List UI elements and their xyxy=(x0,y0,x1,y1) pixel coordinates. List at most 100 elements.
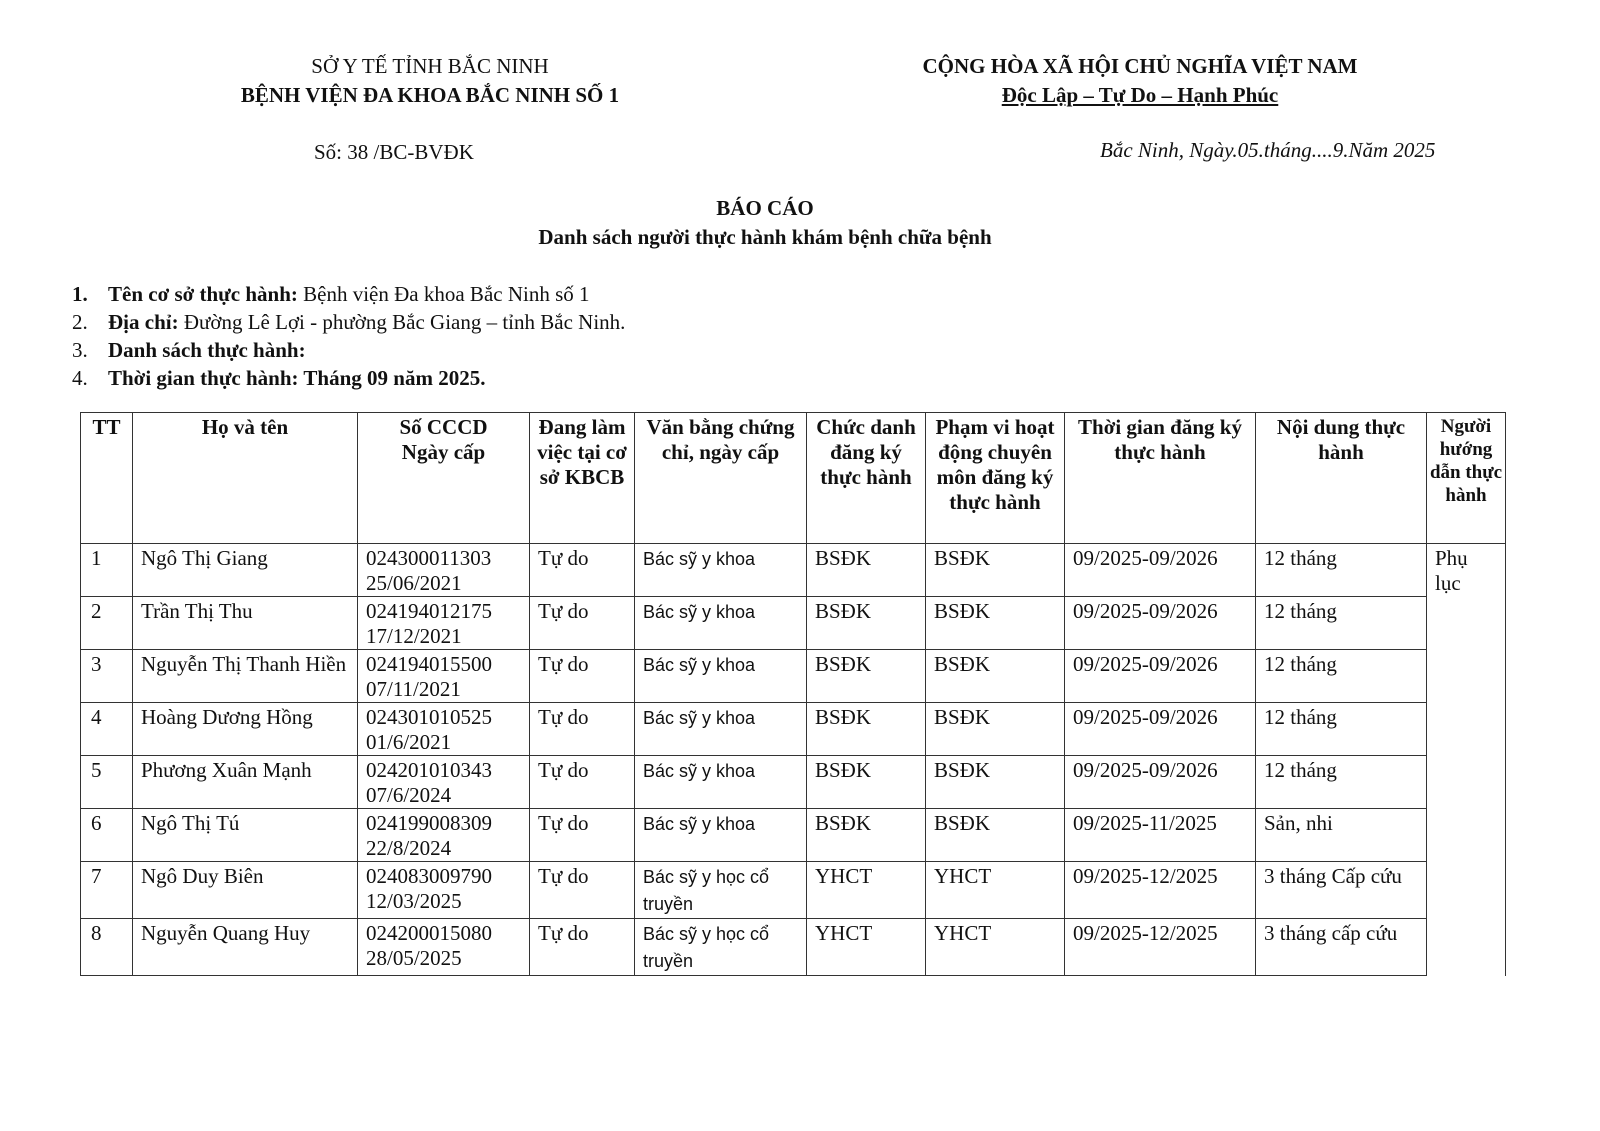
item-value: Đường Lê Lợi - phường Bắc Giang – tỉnh B… xyxy=(178,310,626,334)
table-cell: BSĐK xyxy=(806,596,926,650)
table-cell: BSĐK xyxy=(806,808,926,862)
info-item: 2. Địa chỉ: Đường Lê Lợi - phường Bắc Gia… xyxy=(72,308,625,336)
column-header: Người hướng dẫn thực hành xyxy=(1426,412,1506,544)
table-cell: Nguyễn Quang Huy xyxy=(132,918,358,976)
item-number: 1. xyxy=(72,282,88,306)
table-cell: Bác sỹ y khoa xyxy=(634,543,807,597)
table-cell: 12 tháng xyxy=(1255,543,1427,597)
table-cell: 09/2025-11/2025 xyxy=(1064,808,1256,862)
table-cell: 1 xyxy=(80,543,133,597)
item-number: 2. xyxy=(72,310,88,334)
table-row: 8 Nguyễn Quang Huy 024200015080 28/05/2025… xyxy=(80,918,1506,976)
report-subtitle: Danh sách người thực hành khám bệnh chữa… xyxy=(538,225,992,249)
column-header: Thời gian đăng ký thực hành xyxy=(1064,412,1256,544)
department-name: SỞ Y TẾ TỈNH BẮC NINH xyxy=(311,54,549,78)
table-cell: Bác sỹ y khoa xyxy=(634,649,807,703)
column-header: Số CCCD Ngày cấp xyxy=(357,412,530,544)
table-cell: 12 tháng xyxy=(1255,649,1427,703)
info-item: 4. Thời gian thực hành: Tháng 09 năm 2025… xyxy=(72,364,625,392)
column-header: Phạm vi hoạt động chuyên môn đăng ký thự… xyxy=(925,412,1065,544)
table-cell: 024301010525 01/6/2021 xyxy=(357,702,530,756)
table-cell: Bác sỹ y khoa xyxy=(634,755,807,809)
info-item: 1. Tên cơ sở thực hành: Bệnh viện Đa khoa… xyxy=(72,280,625,308)
table-cell: BSĐK xyxy=(806,649,926,703)
country-name: CỘNG HÒA XÃ HỘI CHỦ NGHĨA VIỆT NAM xyxy=(922,54,1358,78)
table-cell: 12 tháng xyxy=(1255,702,1427,756)
table-cell: Tự do xyxy=(529,702,635,756)
table-cell: Bác sỹ y học cổ truyền xyxy=(634,918,807,976)
column-header: Chức danh đăng ký thực hành xyxy=(806,412,926,544)
table-cell: 09/2025-09/2026 xyxy=(1064,596,1256,650)
table-cell: Tự do xyxy=(529,543,635,597)
table-cell: Tự do xyxy=(529,918,635,976)
info-list: 1. Tên cơ sở thực hành: Bệnh viện Đa khoa… xyxy=(72,280,625,392)
table-cell: BSĐK xyxy=(925,808,1065,862)
column-header: Đang làm việc tại cơ sở KBCB xyxy=(529,412,635,544)
table-cell: 2 xyxy=(80,596,133,650)
table-cell: YHCT xyxy=(925,861,1065,919)
table-cell: 09/2025-09/2026 xyxy=(1064,755,1256,809)
item-label: Địa chỉ: xyxy=(108,310,179,334)
document-date: Bắc Ninh, Ngày.05.tháng....9.Năm 2025 xyxy=(1100,138,1436,162)
table-cell: 09/2025-09/2026 xyxy=(1064,649,1256,703)
table-cell: Hoàng Dương Hồng xyxy=(132,702,358,756)
table-cell: 09/2025-09/2026 xyxy=(1064,543,1256,597)
column-header: TT xyxy=(80,412,133,544)
table-cell: YHCT xyxy=(806,918,926,976)
table-cell: 024194012175 17/12/2021 xyxy=(357,596,530,650)
table-cell: Bác sỹ y học cổ truyền xyxy=(634,861,807,919)
table-cell: BSĐK xyxy=(925,649,1065,703)
document-number: Số: 38 /BC-BVĐK xyxy=(314,140,474,164)
table-row: 3 Nguyễn Thị Thanh Hiền 024194015500 07/11… xyxy=(80,649,1506,703)
table-cell: Nguyễn Thị Thanh Hiền xyxy=(132,649,358,703)
table-cell: 09/2025-12/2025 xyxy=(1064,918,1256,976)
table-row: 4 Hoàng Dương Hồng 024301010525 01/6/2021 T… xyxy=(80,702,1506,756)
item-value: Bệnh viện Đa khoa Bắc Ninh số 1 xyxy=(297,282,590,306)
info-item: 3. Danh sách thực hành: xyxy=(72,336,625,364)
table-cell: Tự do xyxy=(529,596,635,650)
table-row: 6 Ngô Thị Tú 024199008309 22/8/2024 Tự do Bá… xyxy=(80,808,1506,862)
table-cell: BSĐK xyxy=(925,755,1065,809)
table-cell: YHCT xyxy=(925,918,1065,976)
table-cell: Bác sỹ y khoa xyxy=(634,808,807,862)
table-cell: BSĐK xyxy=(925,596,1065,650)
table-cell: Ngô Thị Giang xyxy=(132,543,358,597)
table-cell: 024300011303 25/06/2021 xyxy=(357,543,530,597)
column-header: Nội dung thực hành xyxy=(1255,412,1427,544)
item-label: Thời gian thực hành: Tháng 09 năm 2025. xyxy=(108,366,486,390)
item-label: Danh sách thực hành: xyxy=(108,338,306,362)
table-cell: BSĐK xyxy=(925,702,1065,756)
practitioner-table: TT Họ và tên Số CCCD Ngày cấp Đang làm việc… xyxy=(80,412,1506,976)
item-label: Tên cơ sở thực hành: xyxy=(108,282,298,306)
table-cell: Tự do xyxy=(529,861,635,919)
guide-cell: Phụ lục xyxy=(1426,543,1506,976)
table-cell: Ngô Duy Biên xyxy=(132,861,358,919)
table-cell: 3 tháng Cấp cứu xyxy=(1255,861,1427,919)
table-cell: 3 tháng cấp cứu xyxy=(1255,918,1427,976)
table-cell: BSĐK xyxy=(806,543,926,597)
column-header: Họ và tên xyxy=(132,412,358,544)
table-row: 7 Ngô Duy Biên 024083009790 12/03/2025 Tự d… xyxy=(80,861,1506,919)
report-title: BÁO CÁO xyxy=(716,196,814,220)
national-motto-block: CỘNG HÒA XÃ HỘI CHỦ NGHĨA VIỆT NAM Độc L… xyxy=(880,54,1400,108)
issuer-block: SỞ Y TẾ TỈNH BẮC NINH BỆNH VIỆN ĐA KHOA … xyxy=(160,54,700,108)
table-cell: 024200015080 28/05/2025 xyxy=(357,918,530,976)
table-cell: Sản, nhi xyxy=(1255,808,1427,862)
table-row: 5 Phương Xuân Mạnh 024201010343 07/6/2024 T… xyxy=(80,755,1506,809)
table-cell: Bác sỹ y khoa xyxy=(634,702,807,756)
item-number: 3. xyxy=(72,338,88,362)
table-cell: Tự do xyxy=(529,755,635,809)
table-cell: 09/2025-12/2025 xyxy=(1064,861,1256,919)
table-cell: 8 xyxy=(80,918,133,976)
table-cell: YHCT xyxy=(806,861,926,919)
table-cell: BSĐK xyxy=(925,543,1065,597)
table-cell: 3 xyxy=(80,649,133,703)
table-cell: 024201010343 07/6/2024 xyxy=(357,755,530,809)
table-cell: BSĐK xyxy=(806,702,926,756)
table-cell: 7 xyxy=(80,861,133,919)
table-cell: Tự do xyxy=(529,808,635,862)
table-cell: 5 xyxy=(80,755,133,809)
table-cell: 12 tháng xyxy=(1255,596,1427,650)
table-cell: 6 xyxy=(80,808,133,862)
